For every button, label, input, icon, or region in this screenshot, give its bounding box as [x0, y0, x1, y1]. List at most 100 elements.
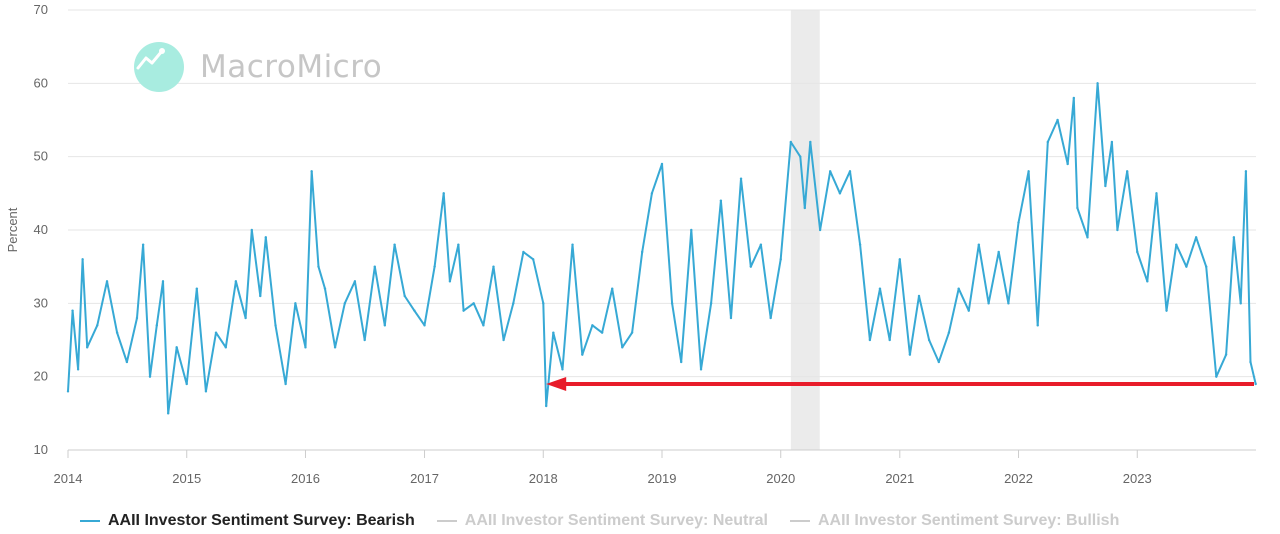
data-point	[1239, 302, 1242, 305]
y-tick-label: 40	[34, 222, 48, 237]
data-point	[868, 338, 872, 342]
data-point	[76, 368, 80, 371]
data-point	[581, 353, 584, 356]
legend-swatch-icon	[436, 520, 457, 522]
data-point	[977, 243, 981, 246]
data-point	[259, 294, 262, 298]
y-tick-label: 10	[34, 442, 48, 457]
data-point	[611, 287, 614, 290]
data-point	[522, 250, 525, 254]
data-point	[1155, 192, 1158, 195]
data-point	[679, 360, 683, 364]
legend-item-3[interactable]: AAII Investor Sentiment Survey: Bullish	[789, 512, 1119, 530]
data-point	[343, 302, 347, 305]
data-point	[363, 338, 366, 342]
data-point	[1146, 280, 1149, 283]
data-point	[1007, 302, 1010, 305]
legend-swatch-icon	[80, 520, 100, 522]
legend-label: AAII Investor Sentiment Survey: Bearish	[108, 512, 415, 529]
data-point	[1194, 236, 1198, 239]
data-point	[838, 192, 842, 195]
data-point	[1096, 82, 1099, 85]
data-point	[1254, 382, 1257, 386]
data-point	[967, 309, 970, 312]
x-tick-label: 2019	[648, 471, 677, 486]
data-point	[1104, 184, 1107, 188]
x-tick-label: 2023	[1123, 471, 1152, 486]
data-point	[373, 265, 376, 268]
data-point	[1072, 96, 1076, 100]
x-tick-label: 2022	[1004, 471, 1033, 486]
data-point	[304, 346, 307, 349]
data-point	[571, 243, 574, 246]
annotation-layer	[546, 377, 1254, 391]
data-point	[1066, 162, 1069, 166]
data-point	[690, 228, 693, 232]
series-layer	[66, 82, 1257, 415]
legend-item-2[interactable]: AAII Investor Sentiment Survey: Neutral	[436, 512, 768, 530]
data-point	[898, 258, 901, 261]
data-point	[1249, 360, 1252, 364]
data-point	[125, 360, 129, 364]
data-point	[1056, 118, 1059, 122]
data-point	[442, 192, 445, 195]
data-point	[1244, 170, 1248, 173]
data-point	[660, 162, 664, 166]
data-point	[1185, 265, 1188, 268]
data-point	[729, 316, 733, 320]
y-tick-label: 20	[34, 369, 48, 384]
data-point	[1046, 140, 1050, 144]
legend-item-1[interactable]: AAII Investor Sentiment Survey: Bearish	[80, 512, 415, 530]
data-point	[423, 324, 426, 327]
data-point	[472, 302, 475, 305]
annotation-arrow-head	[546, 377, 567, 391]
x-tick-label: 2021	[885, 471, 914, 486]
x-tick-label: 2018	[529, 471, 558, 486]
data-point	[148, 375, 152, 378]
data-point	[878, 287, 882, 290]
data-point	[809, 140, 812, 144]
data-point	[244, 316, 247, 320]
data-point	[1136, 250, 1139, 254]
data-point	[66, 390, 70, 393]
data-point	[1205, 265, 1208, 268]
x-tick-label: 2015	[172, 471, 201, 486]
y-tick-label: 60	[34, 75, 48, 90]
data-point	[274, 324, 277, 327]
data-point	[987, 302, 990, 305]
data-point	[317, 265, 320, 268]
data-point	[105, 280, 109, 283]
data-point	[141, 243, 145, 246]
data-point	[264, 236, 267, 239]
data-point	[1232, 236, 1236, 239]
data-point	[908, 353, 912, 356]
x-tick-label: 2014	[54, 471, 83, 486]
data-point	[848, 170, 852, 173]
data-point	[749, 265, 753, 268]
data-point	[1027, 170, 1030, 173]
data-point	[818, 228, 822, 232]
data-point	[224, 346, 227, 349]
data-point	[502, 338, 505, 342]
data-point	[544, 404, 548, 408]
data-point	[214, 331, 218, 334]
data-point	[204, 390, 208, 393]
data-point	[448, 280, 452, 283]
data-point	[640, 250, 644, 254]
data-point	[195, 287, 199, 290]
data-point	[433, 265, 436, 268]
data-point	[1175, 243, 1178, 246]
series-line-bearish	[67, 82, 1257, 415]
data-point	[492, 265, 495, 268]
data-point	[383, 324, 387, 327]
data-point	[161, 280, 165, 283]
data-point	[81, 258, 84, 261]
data-point	[185, 382, 188, 386]
data-point	[462, 309, 465, 312]
data-point	[482, 324, 485, 327]
data-point	[1116, 228, 1119, 232]
data-point	[234, 280, 238, 283]
data-point	[166, 412, 170, 415]
